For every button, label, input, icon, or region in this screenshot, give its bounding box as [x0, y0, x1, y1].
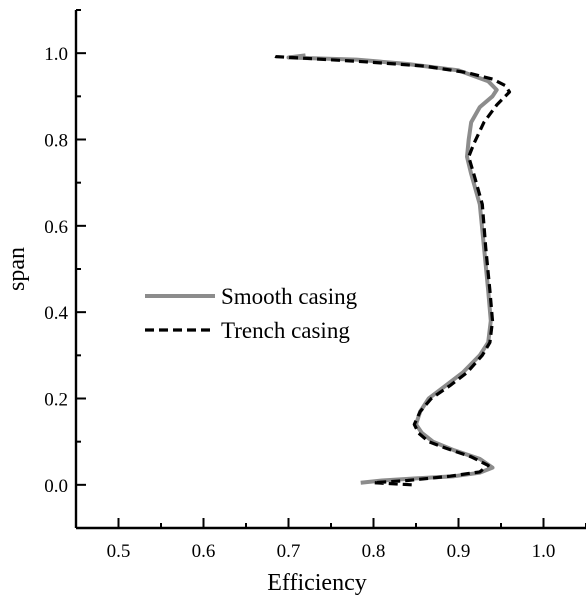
y-tick-label: 0.0 — [44, 476, 68, 497]
y-tick-label: 1.0 — [44, 44, 68, 65]
x-axis-title: Efficiency — [267, 570, 367, 596]
series-line-trench-casing — [270, 53, 512, 487]
legend: Smooth casing Trench casing — [145, 284, 358, 343]
x-tick-label: 1.0 — [532, 541, 556, 562]
y-tick-label: 0.2 — [44, 390, 68, 411]
y-tick-label: 0.6 — [44, 217, 68, 238]
x-tick-label: 0.7 — [277, 541, 301, 562]
x-tick-label: 0.5 — [107, 541, 131, 562]
series-layer — [270, 53, 512, 487]
series-line-smooth-casing — [286, 53, 499, 485]
y-axis-title: span — [4, 247, 30, 291]
x-tick-label: 0.9 — [447, 541, 471, 562]
y-tick-label: 0.4 — [44, 303, 68, 324]
x-tick-label: 0.8 — [362, 541, 386, 562]
legend-label-smooth-casing: Smooth casing — [221, 284, 358, 309]
legend-label-trench-casing: Trench casing — [221, 318, 350, 343]
axes-layer: 0.5 0.6 0.7 0.8 0.9 1.0 0.0 0.2 0.4 0.6 0.8 1.0 — [44, 9, 586, 562]
x-tick-label: 0.6 — [192, 541, 216, 562]
y-tick-label: 0.8 — [44, 131, 68, 152]
